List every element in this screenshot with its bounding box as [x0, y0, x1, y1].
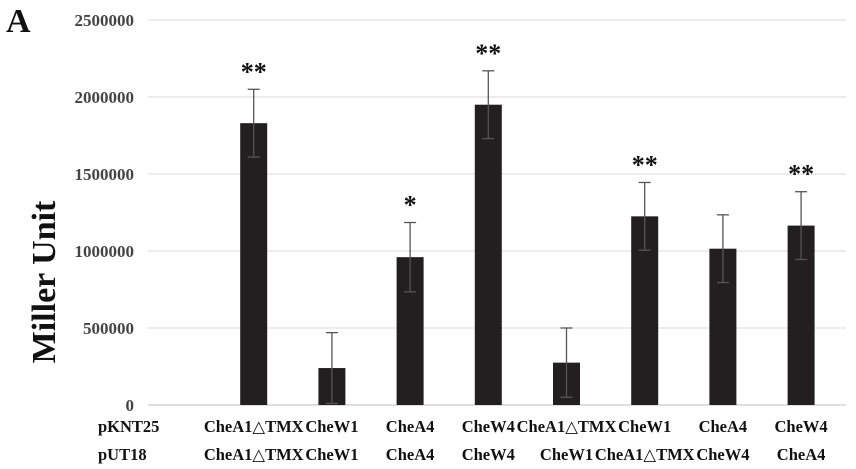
bars	[240, 104, 815, 406]
panel-label: A	[6, 3, 31, 40]
x-tick-label: CheW1	[305, 417, 358, 436]
significance-marker: *	[404, 191, 417, 220]
bar	[240, 123, 268, 406]
x-tick-label: CheW1	[540, 445, 593, 464]
y-axis-label: Miller Unit	[26, 200, 63, 363]
x-tick-label: CheA4	[386, 445, 435, 464]
y-tick-label: 0	[126, 396, 135, 415]
x-tick-label: CheW4	[462, 445, 515, 464]
error-bar	[560, 327, 573, 398]
significance-markers: ******* **	[241, 39, 814, 220]
error-bar	[325, 331, 338, 405]
x-tick-label: CheA1△TMX	[204, 417, 304, 436]
x-tick-label: CheA4	[777, 445, 826, 464]
x-tick-label: CheA4	[699, 417, 748, 436]
y-tick-label: 1500000	[75, 165, 135, 184]
x-tick-label: CheW1	[618, 417, 671, 436]
error-bar	[404, 221, 417, 293]
x-tick-label: CheW4	[696, 445, 749, 464]
bar	[474, 104, 502, 405]
significance-marker: **	[788, 160, 814, 189]
y-tick-label: 1000000	[75, 242, 135, 261]
error-bar	[638, 181, 651, 251]
error-bar	[247, 88, 260, 158]
y-tick-label: 500000	[83, 319, 134, 338]
error-bar	[716, 214, 729, 284]
significance-marker: **	[475, 39, 501, 68]
y-tick-label: 2500000	[75, 11, 135, 30]
error-bar	[482, 70, 495, 140]
y-tick-label: 2000000	[75, 88, 135, 107]
x-tick-label: CheW1	[305, 445, 358, 464]
row-label-put18: pUT18	[98, 445, 147, 464]
error-bars	[247, 70, 808, 405]
x-tick-label: CheA4	[386, 417, 435, 436]
x-axis-category-labels: pKNT25pUT18CheA1△TMXCheA1△TMXCheW1CheW1C…	[98, 417, 828, 464]
x-tick-label: CheW4	[462, 417, 515, 436]
x-tick-label: CheA1△TMX	[204, 445, 304, 464]
y-axis-ticks: 0 500000 1000000 1500000 2000000 2500000	[75, 11, 135, 415]
error-bar	[795, 191, 808, 261]
x-tick-label: CheW4	[775, 417, 828, 436]
significance-marker: **	[241, 57, 267, 86]
x-tick-label: CheA1△TMX	[595, 445, 695, 464]
x-tick-label: CheA1△TMX	[517, 417, 617, 436]
significance-marker: **	[632, 150, 658, 179]
row-label-pknt25: pKNT25	[98, 417, 159, 436]
